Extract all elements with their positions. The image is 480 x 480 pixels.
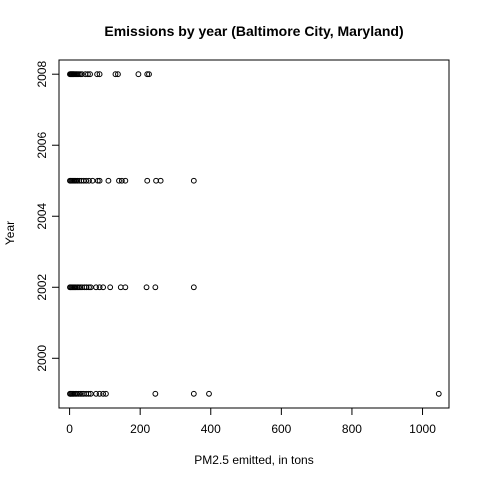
data-point (87, 71, 93, 78)
x-axis: 0 200 400 600 800 1000 (66, 407, 436, 436)
data-point (103, 390, 109, 397)
data-point (85, 71, 91, 78)
data-point (146, 71, 152, 78)
data-point (107, 284, 114, 291)
data-point (135, 71, 142, 78)
chart-title: Emissions by year (Baltimore City, Maryl… (104, 23, 403, 39)
data-point (96, 71, 103, 78)
data-point (144, 177, 151, 184)
y-tick-label: 2006 (35, 132, 49, 159)
data-point (190, 390, 197, 397)
data-point (112, 71, 119, 78)
data-point (118, 177, 125, 184)
data-point (152, 390, 159, 397)
data-point (143, 284, 150, 291)
data-point (79, 71, 85, 78)
data-point (96, 284, 103, 291)
data-point (86, 284, 92, 291)
y-tick-label: 2000 (35, 345, 49, 372)
data-point (77, 284, 84, 291)
data-point (77, 390, 84, 397)
data-point (157, 177, 164, 184)
data-point (83, 284, 90, 291)
data-point (94, 177, 101, 184)
data-point (100, 284, 107, 291)
data-point (83, 177, 90, 184)
data-point (190, 284, 197, 291)
x-tick-label: 1000 (409, 422, 436, 436)
data-point (206, 390, 212, 397)
data-point (116, 177, 122, 184)
data-point (105, 177, 112, 184)
y-tick-label: 2004 (35, 203, 49, 230)
data-point (74, 177, 81, 184)
y-tick-label: 2002 (35, 274, 49, 301)
x-tick-label: 600 (271, 422, 291, 436)
data-point (96, 177, 103, 184)
data-point (152, 284, 159, 291)
data-point (190, 177, 197, 184)
y-tick-label: 2008 (35, 61, 49, 88)
data-point (94, 71, 101, 78)
data-point (85, 390, 92, 397)
data-point (86, 177, 92, 184)
data-point (93, 284, 99, 291)
y-axis-label: Year (3, 221, 17, 245)
x-axis-label: PM2.5 emitted, in tons (194, 453, 313, 467)
data-point (122, 177, 129, 184)
data-point (435, 390, 442, 397)
y-axis: 2000 2002 2004 2006 2008 (35, 61, 60, 372)
x-tick-label: 400 (201, 422, 221, 436)
x-tick-label: 200 (130, 422, 150, 436)
data-point (93, 390, 99, 397)
data-point (122, 284, 129, 291)
data-point (115, 71, 121, 78)
data-point (79, 390, 85, 397)
data-point (96, 390, 103, 397)
x-tick-label: 0 (66, 422, 73, 436)
data-point (100, 390, 107, 397)
data-point (144, 71, 151, 78)
x-tick-label: 800 (342, 422, 362, 436)
data-points (67, 71, 442, 397)
